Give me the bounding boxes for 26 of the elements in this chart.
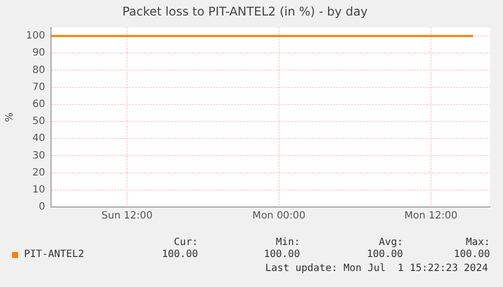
y-tick-label: 100 (26, 30, 46, 42)
text: 100.00 (366, 249, 403, 260)
y-tick-label: 50 (32, 116, 46, 128)
x-tick-label: Mon 12:00 (404, 210, 458, 222)
y-tick-label: 80 (32, 64, 46, 76)
text: 100.00 (162, 249, 198, 260)
y-tick-label: 90 (32, 48, 46, 59)
text: 100.00 (264, 249, 300, 260)
y-axis-title: % (4, 112, 16, 122)
text: Max: (466, 237, 490, 248)
x-tick-label: Mon 00:00 (252, 210, 306, 222)
x-tick-label: Sun 12:00 (102, 210, 153, 222)
y-tick-label: 70 (32, 82, 46, 93)
y-tick-label: 60 (32, 98, 46, 110)
y-tick-label: 10 (32, 184, 46, 196)
legend-label: PIT-ANTEL2 (24, 249, 84, 260)
text: Cur: (174, 237, 198, 248)
chart-title: Packet loss to PIT-ANTEL2 (in %) - by day (122, 4, 368, 18)
y-tick-label: 0 (38, 202, 46, 213)
y-tick-label: 30 (32, 150, 46, 162)
text: 100.00 (454, 249, 490, 260)
text: Avg: (378, 237, 403, 248)
y-tick-label: 20 (32, 167, 46, 178)
y-tick-label: 40 (32, 133, 46, 144)
text: Last update: Mon Jul 1 15:22:23 2024 (265, 263, 488, 274)
text: Min: (276, 237, 300, 248)
